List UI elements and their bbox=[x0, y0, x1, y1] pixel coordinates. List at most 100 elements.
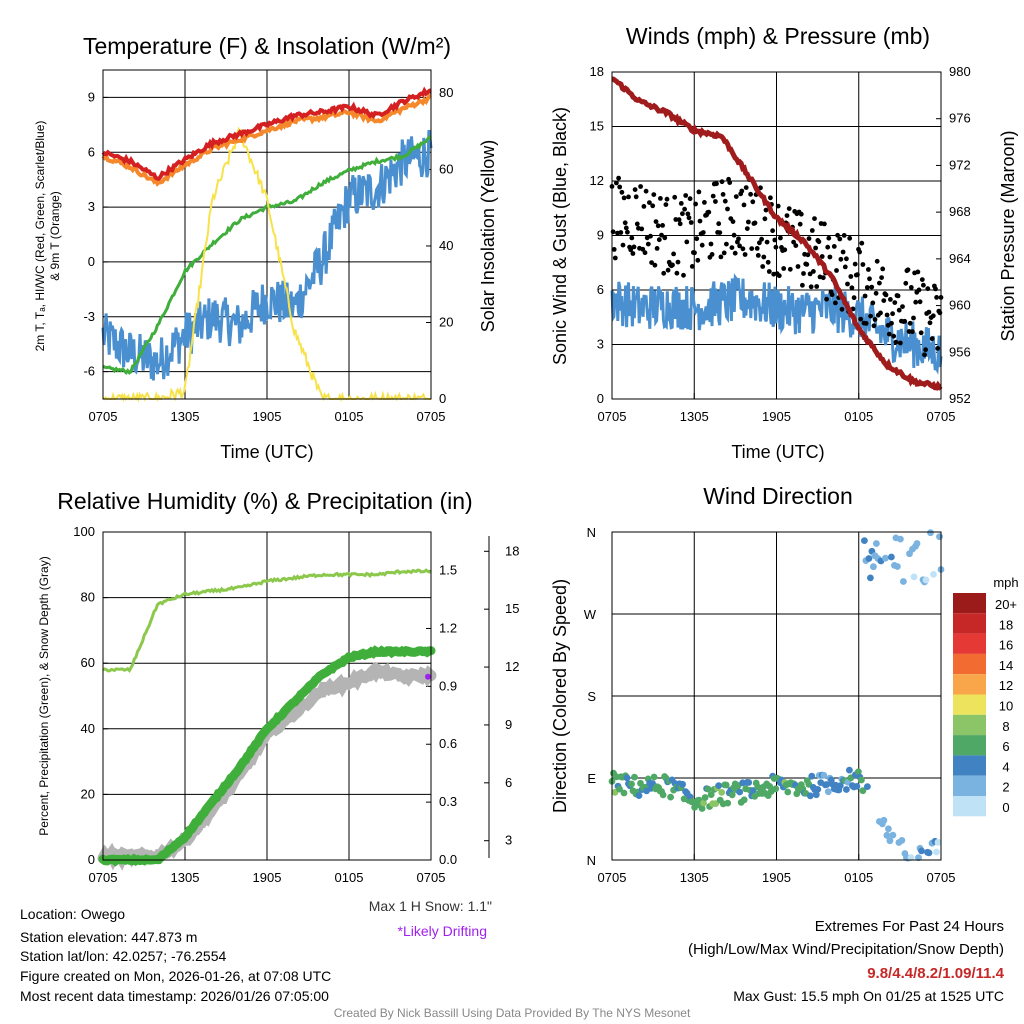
rh-xtick-label: 0705 bbox=[89, 870, 118, 885]
wind-left-ytick-label: 18 bbox=[590, 64, 604, 79]
wind-gust-point bbox=[883, 292, 889, 298]
wind-gust-point bbox=[787, 266, 793, 272]
dir-point bbox=[724, 799, 732, 807]
wind-gust-point bbox=[797, 221, 803, 227]
wind-gust-point bbox=[697, 218, 703, 224]
dir-point bbox=[698, 805, 706, 812]
wind-gust-point bbox=[845, 281, 850, 287]
legend-label: 16 bbox=[999, 638, 1013, 653]
rh-snow-tick-label: 9 bbox=[505, 717, 512, 732]
dir-point bbox=[897, 535, 904, 543]
wind-gust-point bbox=[742, 252, 748, 257]
dir-point bbox=[650, 773, 658, 781]
dir-point bbox=[701, 794, 709, 801]
wind-gust-point bbox=[746, 219, 751, 225]
wind-gust-point bbox=[683, 193, 689, 198]
wind-gust-point bbox=[729, 245, 735, 251]
dir-ytick-label: S bbox=[587, 689, 596, 704]
wind-gust-point bbox=[782, 247, 788, 253]
wind-xtick-label: 0705 bbox=[927, 409, 956, 424]
wind-gust-point bbox=[725, 206, 730, 212]
wind-gust-point bbox=[851, 295, 857, 301]
wind-gust-point bbox=[805, 252, 811, 258]
credit-line: Created By Nick Bassill Using Data Provi… bbox=[333, 1006, 691, 1020]
wind-gust-point bbox=[730, 219, 736, 225]
temp-xtick-label: 1305 bbox=[171, 409, 200, 424]
legend-label: 4 bbox=[1002, 759, 1009, 774]
wind-gust-point bbox=[925, 286, 931, 292]
temp-right-ytick-label: 80 bbox=[439, 85, 453, 100]
wind-gust-point bbox=[919, 277, 925, 282]
wind-gust-point bbox=[720, 192, 726, 197]
wind-gust-point bbox=[656, 237, 662, 243]
wind-gust-point bbox=[822, 221, 827, 227]
dir-point bbox=[883, 831, 891, 839]
wind-gust-point bbox=[867, 276, 872, 282]
dir-ytick-label: E bbox=[587, 771, 596, 786]
temp-right-ytick-label: 20 bbox=[439, 314, 453, 329]
dir-point bbox=[823, 781, 831, 788]
wind-gust-point bbox=[638, 184, 643, 189]
wind-gust-point bbox=[820, 275, 826, 281]
wind-gust-point bbox=[663, 202, 669, 208]
dir-point bbox=[766, 783, 774, 790]
dir-point bbox=[888, 553, 895, 561]
legend-swatch bbox=[953, 613, 986, 634]
wind-gust-point bbox=[628, 247, 634, 253]
wind-gust-point bbox=[754, 246, 760, 251]
dir-point bbox=[865, 555, 873, 562]
wind-gust-point bbox=[811, 269, 816, 274]
legend-swatch bbox=[953, 755, 986, 776]
rh-snow-tick-label: 12 bbox=[505, 659, 519, 674]
wind-gust-point bbox=[625, 229, 630, 235]
legend-swatch bbox=[953, 714, 986, 736]
wind-gust-point bbox=[855, 272, 860, 278]
legend-label: 18 bbox=[999, 617, 1013, 632]
wind-left-ytick-label: 6 bbox=[597, 282, 604, 297]
rh-left-ytick-label: 20 bbox=[81, 786, 95, 801]
wind-gust-point bbox=[658, 196, 663, 201]
dir-point bbox=[659, 791, 667, 799]
wind-gust-point bbox=[670, 262, 675, 268]
temp-series-dewpoint bbox=[102, 135, 432, 376]
rh-precip-ytick-label: 1.2 bbox=[439, 620, 457, 635]
legend-label: 2 bbox=[1002, 780, 1009, 795]
wind-gust-point bbox=[918, 330, 924, 336]
dir-xtick-label: 0705 bbox=[927, 870, 956, 885]
dir-point bbox=[772, 785, 780, 793]
wind-series-sonic bbox=[610, 273, 943, 375]
dir-point bbox=[918, 847, 925, 855]
wind-gust-point bbox=[842, 264, 848, 270]
legend-swatch bbox=[953, 593, 986, 614]
wind-xtick-label: 1305 bbox=[680, 409, 709, 424]
wind-gust-point bbox=[852, 261, 858, 267]
dir-point bbox=[930, 571, 937, 578]
dir-point bbox=[808, 772, 816, 780]
wind-gust-point bbox=[727, 180, 733, 186]
wind-gust-point bbox=[784, 213, 790, 219]
wind-gust-point bbox=[868, 313, 873, 319]
wind-gust-point bbox=[660, 223, 665, 228]
wind-gust-point bbox=[775, 203, 781, 209]
dir-point bbox=[784, 788, 792, 796]
dir-point bbox=[900, 578, 907, 585]
wind-gust-point bbox=[874, 258, 880, 264]
wind-gust-point bbox=[915, 269, 921, 275]
wind-gust-point bbox=[813, 245, 818, 251]
wind-gust-point bbox=[732, 250, 738, 256]
footer-latlon: Station lat/lon: 42.0257; -76.2554 bbox=[20, 948, 227, 964]
dir-point bbox=[745, 779, 753, 786]
dir-point bbox=[824, 788, 832, 796]
dir-point bbox=[728, 791, 736, 799]
wind-gust-point bbox=[798, 211, 804, 217]
wind-left-ytick-label: 0 bbox=[597, 391, 604, 406]
wind-gust-point bbox=[929, 336, 935, 342]
rh-precip-ytick-label: 0.0 bbox=[439, 852, 457, 867]
wind-gust-point bbox=[713, 199, 718, 204]
wind-gust-point bbox=[716, 221, 722, 227]
wind-gust-point bbox=[731, 232, 737, 238]
wind-gust-point bbox=[743, 185, 749, 191]
dir-point bbox=[889, 831, 897, 839]
wind-xlabel: Time (UTC) bbox=[731, 442, 824, 462]
wind-gust-point bbox=[682, 206, 687, 212]
